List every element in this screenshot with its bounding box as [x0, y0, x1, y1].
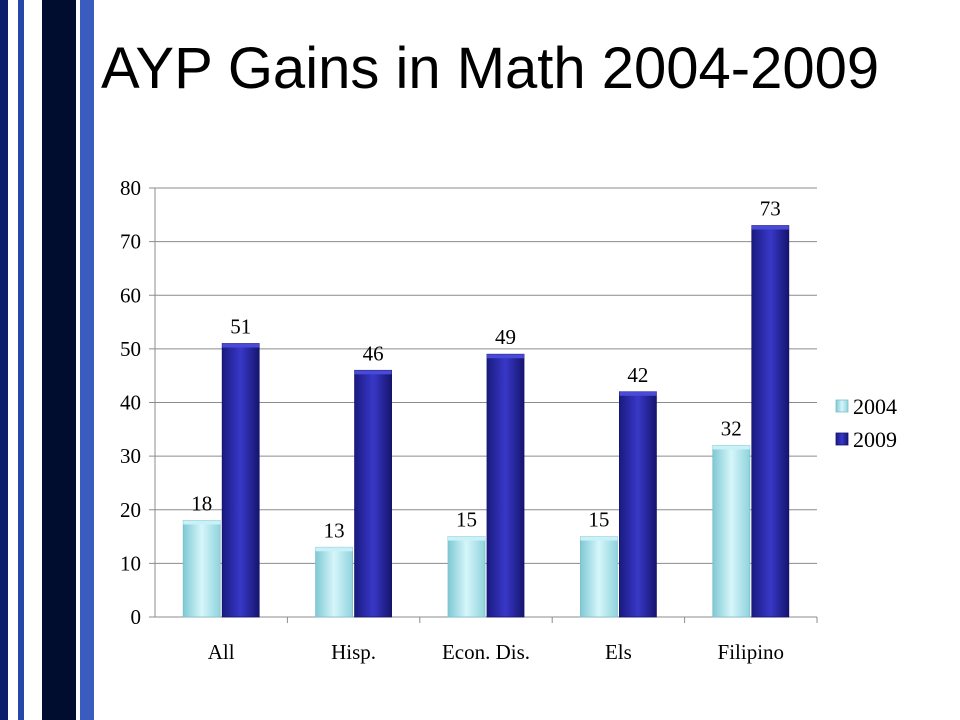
bar-2009-econ-dis- — [486, 353, 525, 618]
y-tick-label: 60 — [120, 283, 141, 307]
category-labels: All Hisp. Econ. Dis. Els Filipino — [208, 640, 784, 664]
category-label: Econ. Dis. — [442, 640, 530, 664]
bar-2004-all — [182, 520, 221, 618]
left-stripe-4 — [24, 0, 42, 720]
left-stripe-5 — [42, 0, 76, 720]
data-label: 73 — [760, 197, 781, 221]
left-stripe-6 — [76, 0, 80, 720]
legend-swatch-2009 — [835, 432, 849, 446]
axes — [149, 187, 818, 623]
category-label: Els — [605, 640, 632, 664]
y-tick-label: 10 — [120, 551, 141, 575]
data-label: 18 — [191, 491, 212, 515]
data-label: 49 — [495, 325, 516, 349]
bar-top — [222, 343, 260, 348]
data-label: 46 — [363, 341, 384, 365]
slide-title: AYP Gains in Math 2004-2009 — [101, 36, 880, 101]
bar-2004-econ-dis- — [447, 536, 486, 618]
bar-2004-filipino — [712, 444, 751, 618]
y-tick-label: 0 — [131, 605, 142, 629]
y-tick-label: 50 — [120, 337, 141, 361]
y-tick-label: 80 — [120, 176, 141, 200]
data-label: 15 — [456, 508, 477, 532]
bar-2009-els — [619, 391, 657, 618]
data-label: 13 — [324, 518, 345, 542]
y-tick-label: 40 — [120, 391, 141, 415]
data-label: 15 — [588, 508, 609, 532]
bar-top — [487, 354, 524, 359]
legend: 2004 2009 — [835, 394, 897, 452]
bar-top — [751, 225, 789, 230]
bar-top — [580, 536, 618, 541]
legend-swatch-2004 — [835, 399, 849, 413]
y-tick-label: 20 — [120, 498, 141, 522]
category-label: Filipino — [718, 640, 785, 664]
y-tick-labels: 0 10 20 30 40 50 60 70 80 — [120, 176, 141, 629]
legend-label-2004: 2004 — [853, 394, 897, 419]
y-tick-label: 70 — [120, 230, 141, 254]
data-label: 42 — [627, 363, 648, 387]
left-stripe-2 — [8, 0, 18, 720]
left-stripe-7 — [80, 0, 94, 720]
bar-top — [712, 445, 750, 450]
bar-top — [315, 547, 353, 552]
bar-top — [354, 370, 392, 375]
bar-2004-els — [580, 536, 618, 618]
bar-top — [448, 536, 485, 541]
left-stripe-1 — [0, 0, 8, 720]
bars — [182, 225, 790, 618]
y-tick-label: 30 — [120, 444, 141, 468]
legend-label-2009: 2009 — [853, 427, 897, 452]
bar-top — [619, 391, 657, 396]
bar-2009-all — [221, 343, 260, 618]
category-label: Hisp. — [331, 640, 376, 664]
category-label: All — [208, 640, 235, 664]
bar-2004-hisp- — [315, 546, 354, 618]
data-label: 51 — [230, 315, 251, 339]
bar-top — [183, 520, 221, 525]
data-label: 32 — [721, 416, 742, 440]
left-stripe-3 — [18, 0, 24, 720]
bar-2009-hisp- — [354, 369, 393, 618]
bar-2009-filipino — [751, 225, 790, 618]
data-labels: 18 51 13 46 15 49 15 42 32 73 — [191, 197, 781, 543]
